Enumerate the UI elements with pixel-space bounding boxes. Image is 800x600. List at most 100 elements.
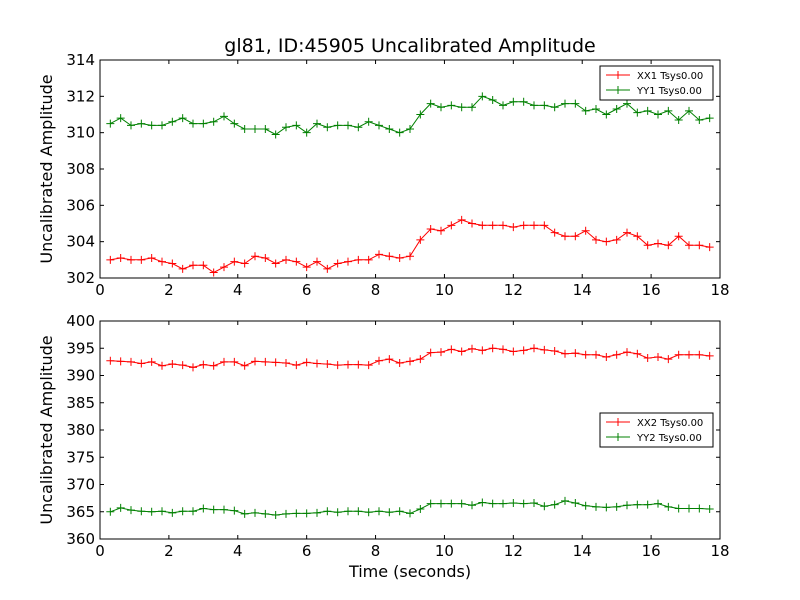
data-point: [344, 360, 352, 369]
data-point: [385, 125, 394, 134]
data-point: [571, 349, 580, 358]
data-point: [457, 499, 466, 508]
data-point: [561, 496, 569, 505]
data-point: [116, 254, 125, 263]
data-point: [581, 226, 590, 235]
data-point: [561, 99, 569, 108]
data-point: [612, 105, 621, 114]
data-point: [127, 357, 135, 366]
data-point: [571, 99, 580, 108]
data-point: [550, 228, 559, 237]
data-point: [137, 507, 146, 516]
data-point: [333, 121, 342, 130]
data-point: [633, 349, 642, 358]
data-point: [499, 345, 507, 354]
data-point: [323, 123, 332, 132]
data-point: [457, 215, 466, 224]
data-point: [478, 221, 487, 230]
legend: XX2 Tsys0.00 YY2 Tsys0.00: [599, 412, 714, 448]
data-point: [375, 356, 383, 365]
data-point: [271, 130, 280, 139]
data-point: [178, 361, 187, 370]
data-point: [395, 128, 404, 137]
data-point: [127, 121, 135, 130]
data-point: [220, 357, 228, 366]
data-point: [561, 232, 569, 241]
x-tick-label: 8: [371, 542, 381, 560]
data-point: [302, 263, 311, 272]
data-point: [178, 507, 187, 516]
data-point: [209, 117, 218, 126]
y-tick-label: 304: [66, 233, 95, 251]
x-tick-label: 6: [302, 281, 312, 299]
data-point: [199, 119, 208, 128]
data-point: [251, 125, 259, 134]
data-point: [664, 355, 673, 364]
data-point: [147, 507, 156, 516]
data-point: [116, 503, 125, 512]
data-point: [468, 103, 476, 112]
data-point: [550, 103, 559, 112]
data-point: [178, 264, 187, 273]
data-point: [333, 508, 342, 517]
data-point: [271, 511, 280, 520]
data-point: [189, 119, 197, 128]
data-point: [271, 259, 280, 268]
data-point: [519, 499, 528, 508]
data-point: [499, 499, 507, 508]
data-point: [623, 228, 631, 237]
x-tick-label: 0: [95, 281, 105, 299]
y-tick-label: 312: [66, 87, 95, 105]
data-point: [147, 357, 156, 366]
data-point: [654, 110, 662, 119]
data-point: [571, 499, 580, 508]
data-point: [261, 357, 270, 366]
data-point: [561, 349, 569, 358]
data-point: [426, 99, 435, 108]
data-point: [261, 125, 270, 134]
data-point: [251, 508, 259, 517]
data-point: [623, 348, 631, 357]
data-point: [106, 255, 115, 264]
x-tick-label: 16: [642, 542, 661, 560]
data-point: [106, 356, 115, 365]
x-tick-label: 8: [371, 281, 381, 299]
data-point: [488, 499, 497, 508]
data-point: [261, 509, 270, 518]
data-point: [509, 97, 518, 106]
data-point: [344, 257, 352, 266]
legend: XX1 Tsys0.00 YY1 Tsys0.00: [599, 65, 714, 101]
data-point: [612, 235, 621, 244]
data-point: [674, 504, 683, 513]
data-point: [251, 357, 259, 366]
x-tick-label: 14: [573, 542, 592, 560]
data-point: [313, 257, 321, 266]
data-point: [116, 357, 125, 366]
data-point: [581, 106, 590, 115]
data-point: [168, 360, 177, 369]
x-tick-label: 10: [435, 281, 454, 299]
data-point: [643, 354, 652, 363]
data-point: [137, 255, 146, 264]
data-point: [292, 509, 301, 518]
legend-label: XX1 Tsys0.00: [637, 71, 703, 82]
data-point: [209, 268, 218, 277]
data-point: [478, 498, 487, 507]
data-point: [209, 505, 218, 514]
data-point: [519, 221, 528, 230]
data-point: [540, 101, 549, 110]
data-point: [530, 221, 538, 230]
data-point: [302, 509, 311, 518]
data-point: [705, 505, 714, 514]
data-point: [705, 114, 714, 123]
y-tick-label: 360: [66, 530, 95, 548]
data-point: [302, 128, 311, 137]
y-tick-label: 302: [66, 269, 95, 287]
data-point: [168, 259, 177, 268]
data-point: [488, 221, 497, 230]
x-tick-label: 18: [710, 281, 729, 299]
data-point: [654, 239, 662, 248]
data-point: [364, 255, 373, 264]
data-point: [375, 250, 383, 259]
data-point: [323, 264, 332, 273]
